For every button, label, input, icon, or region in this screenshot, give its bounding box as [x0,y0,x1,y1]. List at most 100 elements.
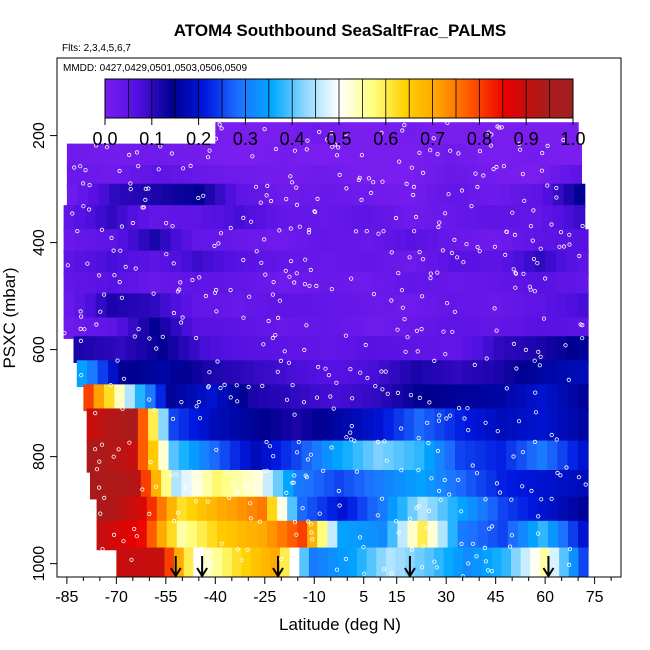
sample-marker [427,400,432,405]
sample-marker [97,485,102,490]
heatmap-cell [552,205,565,232]
sample-marker [123,264,128,269]
sample-marker [306,230,311,235]
sample-marker [262,237,267,242]
sample-marker [486,130,491,135]
heatmap-cell [106,250,118,275]
heatmap-cell [231,547,243,577]
sample-marker [151,291,156,296]
heatmap-cell [485,408,497,444]
sample-marker [78,164,83,169]
colorbar-swatch [420,79,424,118]
heatmap-cell [383,408,395,444]
heatmap-cell [231,336,243,363]
heatmap-cell [447,520,459,551]
heatmap-cell [306,360,318,388]
heatmap-cell [289,384,301,412]
heatmap-cell [260,440,272,473]
sample-marker [277,298,282,303]
heatmap-cell [220,336,232,363]
heatmap-cell [449,122,458,157]
colorbar-swatch [385,79,390,118]
heatmap-cell [513,250,525,275]
heatmap-cell [520,547,531,577]
sample-marker [513,271,519,276]
sample-marker [459,188,465,193]
heatmap-cell [171,165,183,190]
sample-marker [495,429,500,434]
heatmap-cell [431,360,443,388]
heatmap-cell [523,317,536,339]
sample-marker [284,397,290,402]
colorbar-swatch [320,79,324,118]
sample-marker [120,406,125,411]
heatmap-cell [247,496,258,524]
heatmap-cell [577,469,589,500]
heatmap-cell [127,293,140,321]
sample-marker [443,352,448,357]
heatmap-cell [159,293,172,321]
heatmap-cell [435,469,447,500]
heatmap-cell [414,440,425,473]
heatmap-cell [277,229,289,254]
heatmap-cell [378,336,390,363]
heatmap-cell [244,205,256,232]
heatmap-cell [577,272,589,297]
heatmap-cell [199,440,211,473]
heatmap-cell [136,520,148,551]
colorbar-swatch [460,79,465,118]
sample-marker [507,544,513,549]
sample-marker [549,496,554,501]
sample-marker [196,399,201,405]
heatmap-cell [95,317,107,339]
heatmap-cell [364,469,376,500]
heatmap-cell [557,496,569,524]
sample-marker [154,346,159,351]
heatmap-cell [425,469,437,500]
sample-marker [407,255,412,260]
sample-marker [432,559,437,564]
heatmap-cell [94,336,106,363]
heatmap-cell [457,496,469,524]
x-tick-label: -55 [154,589,177,606]
heatmap-cell [181,293,193,321]
heatmap-cell [243,360,255,388]
heatmap-cell [567,440,579,473]
heatmap-cell [328,547,339,577]
heatmap-cell [406,250,418,275]
heatmap-cell [159,229,172,254]
heatmap-cell [381,165,394,190]
sample-marker [108,382,113,388]
sample-marker [576,475,582,480]
heatmap-cell [136,496,148,524]
heatmap-cell [166,520,178,551]
heatmap-cell [465,143,478,171]
sample-marker [517,141,522,146]
colorbar-swatch [179,79,184,118]
sample-marker [475,184,480,190]
sample-marker [545,183,550,188]
sample-marker [292,280,297,285]
heatmap-cell [74,272,86,297]
sample-marker [304,474,309,480]
colorbar-swatch [254,79,259,118]
heatmap-cell [497,496,509,524]
heatmap-cell [448,250,461,275]
heatmap-cell [416,229,429,254]
heatmap-cell [170,272,182,297]
heatmap-cell [352,272,364,297]
heatmap-cell [277,317,289,339]
colorbar-swatch [270,79,274,118]
sample-marker [62,330,67,336]
sample-marker [234,383,239,388]
heatmap-cell [381,143,394,171]
arrow-head [196,567,208,578]
heatmap-cell [403,440,415,473]
colorbar-swatch [248,79,253,118]
heatmap-cell [438,229,450,254]
heatmap-cell [176,384,187,412]
heatmap-cell [224,250,236,275]
heatmap-cell [427,496,439,524]
heatmap-cell [534,317,546,339]
heatmap-cell [340,205,352,232]
